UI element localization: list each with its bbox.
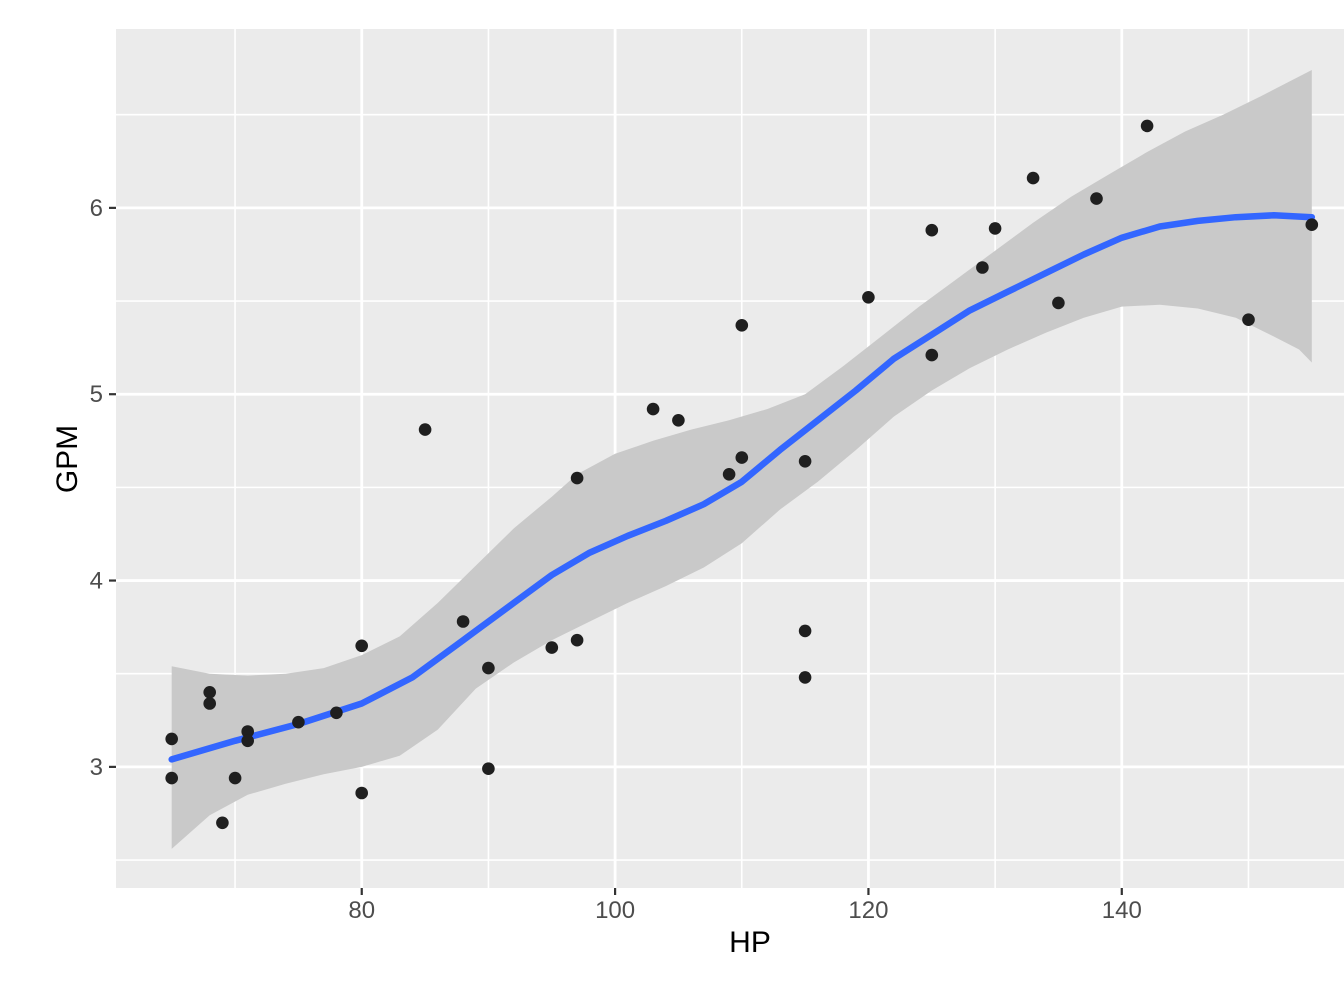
scatter-plot-canvas: 80 100 120 140 3 4 5 6 <box>90 29 1344 924</box>
data-point <box>216 816 229 830</box>
data-point <box>241 725 254 738</box>
y-axis-tick-label: 3 <box>90 754 103 781</box>
data-point <box>722 468 736 481</box>
data-point <box>241 734 254 748</box>
data-point <box>1090 192 1103 205</box>
data-point <box>798 671 812 684</box>
data-point <box>862 291 875 304</box>
data-point <box>355 786 369 800</box>
data-point <box>292 715 305 729</box>
x-axis-tick-label: 100 <box>595 897 635 924</box>
data-point <box>646 402 660 416</box>
data-point <box>925 348 939 362</box>
data-point <box>735 451 749 464</box>
y-axis-tick-label: 4 <box>90 568 103 595</box>
data-point <box>355 639 369 653</box>
data-point <box>330 706 343 720</box>
data-point <box>672 414 685 427</box>
data-point <box>1242 313 1255 327</box>
data-point <box>570 633 584 647</box>
data-point <box>203 686 216 699</box>
data-point <box>976 261 989 274</box>
data-point <box>482 661 495 675</box>
data-point <box>798 624 812 638</box>
y-axis-title: GPM <box>51 424 84 494</box>
data-point <box>925 223 939 237</box>
y-axis-tick-label: 6 <box>90 195 103 222</box>
data-point <box>1026 171 1040 185</box>
data-point <box>228 771 242 785</box>
data-point <box>570 471 584 485</box>
data-point <box>1140 119 1154 133</box>
data-point <box>456 615 470 628</box>
loess-curve <box>168 212 1316 763</box>
data-point <box>203 697 216 710</box>
data-point <box>482 762 495 775</box>
data-point <box>988 222 1002 235</box>
data-point <box>165 771 178 785</box>
data-point <box>418 423 432 436</box>
x-axis-tick-label: 80 <box>348 897 375 924</box>
data-point <box>545 641 559 654</box>
gpm-vs-hp-scatter-figure: 80 100 120 140 3 4 5 6 HP GPM <box>40 16 1344 976</box>
data-point <box>165 732 178 746</box>
data-point <box>735 319 749 332</box>
data-point <box>1305 218 1319 231</box>
x-axis-title: HP <box>729 926 771 959</box>
data-point <box>798 455 812 468</box>
data-point <box>1052 296 1065 310</box>
y-axis-tick-label: 5 <box>90 381 103 408</box>
x-axis-tick-label: 140 <box>1102 897 1142 924</box>
x-axis-tick-label: 120 <box>848 897 888 924</box>
